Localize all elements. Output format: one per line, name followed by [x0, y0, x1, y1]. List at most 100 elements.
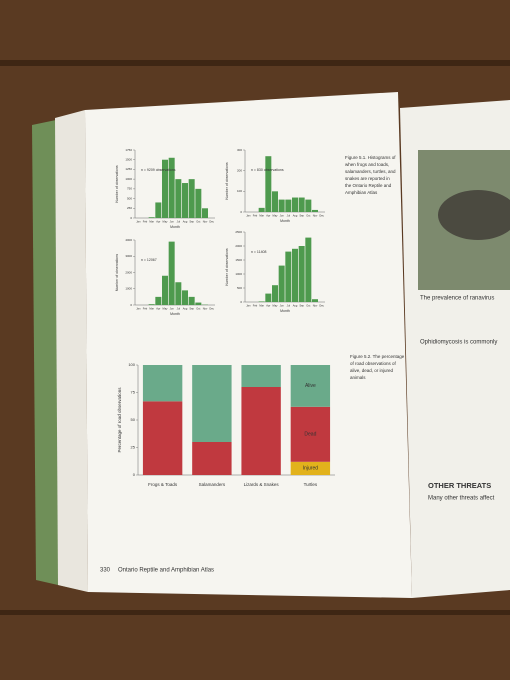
bar	[168, 157, 175, 218]
bar	[305, 237, 312, 302]
x-axis-title: Month	[170, 225, 180, 229]
y-tick-label: 250	[127, 206, 132, 210]
bar	[155, 202, 162, 218]
x-tick-label: Mar	[149, 220, 154, 224]
x-tick-label: May	[163, 220, 169, 224]
y-tick-label: 100	[237, 189, 242, 193]
bar	[312, 209, 318, 212]
y-axis-title: Percentage of road observations	[117, 387, 122, 453]
x-tick-label: Aug	[293, 304, 298, 308]
x-tick-label: Nov	[203, 220, 208, 224]
y-tick-label: 50	[131, 417, 136, 422]
bar	[148, 304, 155, 305]
x-tick-label: Nov	[203, 307, 208, 311]
y-tick-label: 1750	[125, 148, 132, 152]
x-tick-label: Apr	[266, 214, 270, 218]
bar-segment	[290, 461, 331, 475]
y-tick-label: 2000	[235, 244, 242, 248]
bar-segment	[142, 365, 183, 402]
x-tick-label: Apr	[156, 307, 160, 311]
x-tick-label: Jan	[246, 214, 251, 218]
x-tick-label: May	[163, 307, 169, 311]
bar	[162, 159, 168, 218]
caption: alive, dead, or injured	[350, 368, 394, 373]
segment-label: Alive	[305, 383, 316, 389]
y-tick-label: 1250	[125, 167, 132, 171]
bar	[272, 191, 278, 212]
bar	[188, 179, 195, 218]
x-tick-label: Apr	[156, 220, 160, 224]
bar	[195, 302, 202, 305]
y-tick-label: 0	[130, 216, 132, 220]
bar	[285, 251, 292, 302]
x-tick-label: Jun	[280, 304, 285, 308]
y-tick-label: 1500	[235, 258, 242, 262]
x-tick-label: Jun	[280, 214, 285, 218]
bar-segment	[241, 387, 281, 475]
bar	[175, 282, 182, 305]
bar	[188, 296, 195, 305]
x-tick-label: Aug	[293, 214, 298, 218]
y-tick-label: 1000	[125, 177, 132, 181]
x-tick-label: Aug	[183, 307, 188, 311]
bar	[155, 296, 162, 305]
body-text: Many other threats affect	[428, 496, 495, 502]
caption: Figure 5.2. The percentage	[350, 354, 405, 359]
running-title: Ontario Reptile and Amphibian Atlas	[118, 568, 214, 574]
x-tick-label: Feb	[143, 307, 148, 311]
y-tick-label: 75	[131, 390, 136, 395]
bar-segment	[142, 401, 183, 475]
bar	[278, 265, 285, 302]
bar	[182, 183, 188, 218]
x-tick-label: Oct	[306, 304, 310, 308]
y-tick-label: 200	[237, 168, 242, 172]
bar	[292, 248, 298, 302]
caption: of road observations of	[350, 361, 397, 366]
bar	[312, 299, 318, 302]
x-tick-label: Jun	[170, 307, 175, 311]
y-axis-title: Number of observations	[115, 254, 119, 291]
y-axis-title: Number of observations	[115, 165, 119, 202]
x-tick-label: Sep	[189, 220, 194, 224]
caption: animals	[350, 375, 366, 380]
x-tick-label: Jan	[136, 307, 141, 311]
caption: snakes are reported in	[345, 176, 390, 181]
bar-segment	[192, 365, 232, 442]
y-tick-label: 100	[128, 362, 135, 367]
y-tick-label: 25	[131, 445, 136, 450]
x-tick-label: Jun	[170, 220, 175, 224]
bar	[305, 199, 312, 212]
x-tick-label: Feb	[253, 214, 258, 218]
x-tick-label: Nov	[313, 214, 318, 218]
bar	[202, 208, 208, 218]
y-tick-label: 1000	[125, 287, 132, 291]
y-tick-label: 300	[237, 148, 242, 152]
x-tick-label: Oct	[306, 214, 310, 218]
x-tick-label: May	[273, 304, 279, 308]
y-axis-title: Number of observations	[225, 248, 229, 285]
x-tick-label: Dec	[319, 304, 324, 308]
body-text: Ophidiomycosis is commonly	[420, 340, 497, 346]
x-tick-label: Lizards & Snakes	[244, 482, 280, 487]
bar	[195, 188, 202, 218]
bar	[265, 293, 272, 302]
annotation: n = 830 observations	[251, 168, 284, 172]
x-tick-label: Oct	[196, 307, 200, 311]
bar	[285, 199, 292, 212]
segment-label: Dead	[304, 432, 316, 438]
x-axis-title: Month	[280, 219, 290, 223]
y-tick-label: 0	[240, 210, 242, 214]
wood-seam	[0, 610, 510, 615]
x-tick-label: Nov	[313, 304, 318, 308]
wood-seam	[0, 60, 510, 66]
x-tick-label: Jan	[136, 220, 141, 224]
x-tick-label: Dec	[319, 214, 324, 218]
x-tick-label: Dec	[209, 220, 214, 224]
x-tick-label: Sep	[189, 307, 194, 311]
bar	[265, 156, 272, 212]
x-tick-label: Jul	[177, 220, 181, 224]
turtle-shell	[438, 190, 510, 240]
left-page	[85, 92, 412, 598]
page-stack	[55, 110, 88, 592]
caption: the Ontario Reptile and	[345, 183, 392, 188]
